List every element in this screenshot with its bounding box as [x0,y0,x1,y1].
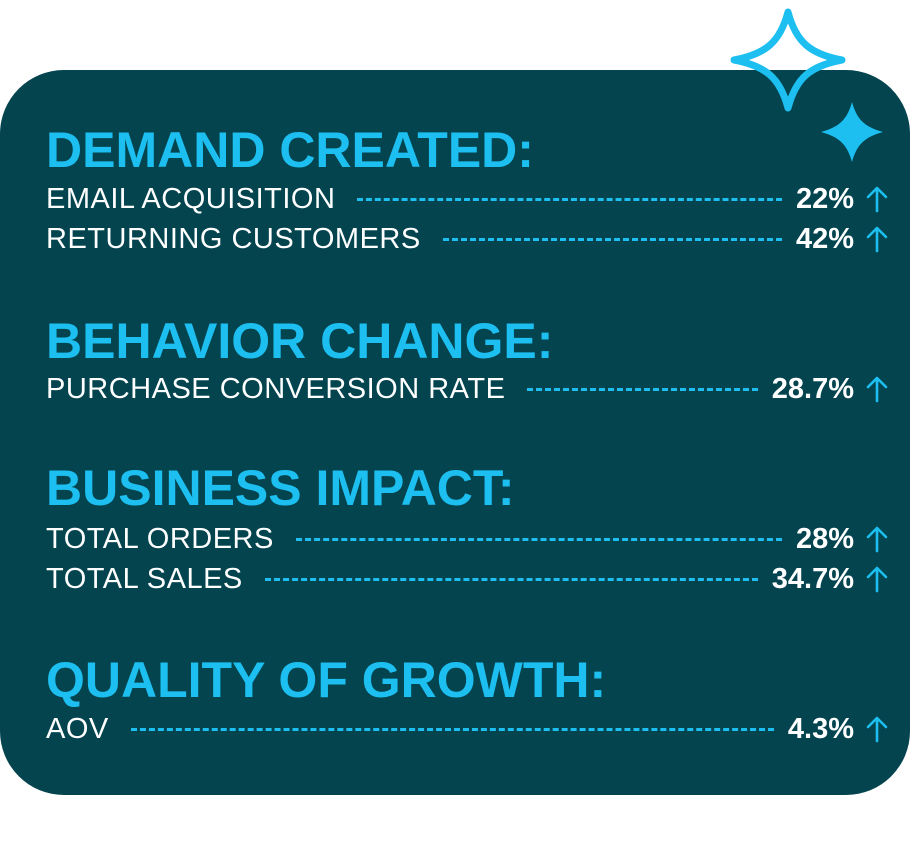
metric-value: 22% [795,182,854,215]
up-arrow-icon [866,186,888,213]
metric-label: AOV [46,712,109,745]
section-title-business-impact: BUSINESS IMPACT: [46,460,515,516]
metric-row-email-acquisition: EMAIL ACQUISITION 22% [46,181,888,217]
metrics-card [0,70,910,795]
section-title-demand-created: DEMAND CREATED: [46,122,534,178]
dotted-leader [527,387,758,391]
metric-row-aov: AOV 4.3% [46,711,888,747]
up-arrow-icon [866,716,888,743]
sparkle-icon [730,8,846,112]
up-arrow-icon [866,226,888,253]
dotted-leader [264,577,758,581]
metric-row-returning-customers: RETURNING CUSTOMERS 42% [46,221,888,257]
dotted-leader [442,237,782,241]
metric-label: RETURNING CUSTOMERS [46,222,421,255]
up-arrow-icon [866,526,888,553]
section-title-behavior-change: BEHAVIOR CHANGE: [46,313,554,369]
dotted-leader [357,197,782,201]
metric-row-total-sales: TOTAL SALES 34.7% [46,561,888,597]
metric-value: 34.7% [771,562,854,595]
up-arrow-icon [866,566,888,593]
sparkle-icon [821,102,883,162]
section-title-quality-of-growth: QUALITY OF GROWTH: [46,652,607,708]
metric-value: 42% [795,222,854,255]
metric-value: 4.3% [787,712,854,745]
metric-row-purchase-conversion-rate: PURCHASE CONVERSION RATE 28.7% [46,371,888,407]
metric-label: PURCHASE CONVERSION RATE [46,372,506,405]
up-arrow-icon [866,376,888,403]
metric-label: TOTAL ORDERS [46,522,274,555]
metric-value: 28% [795,522,854,555]
metric-label: EMAIL ACQUISITION [46,182,336,215]
dotted-leader [130,727,774,731]
metric-value: 28.7% [771,372,854,405]
metric-label: TOTAL SALES [46,562,243,595]
metric-row-total-orders: TOTAL ORDERS 28% [46,521,888,557]
dotted-leader [295,537,782,541]
